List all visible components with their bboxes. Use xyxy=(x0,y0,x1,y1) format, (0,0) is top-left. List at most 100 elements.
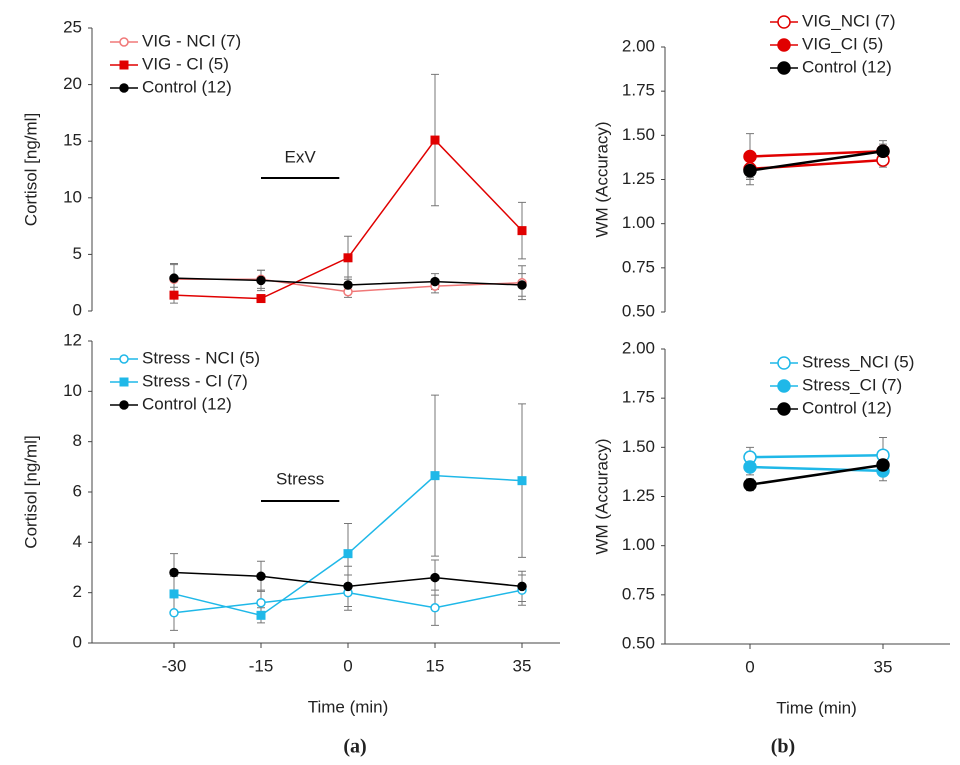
legend-marker xyxy=(119,377,129,387)
legend-marker xyxy=(777,61,791,75)
y-tick-label: 0.75 xyxy=(622,257,655,276)
legend-marker xyxy=(119,83,129,93)
y-tick-label: 2.00 xyxy=(622,338,655,357)
y-tick-label: 12 xyxy=(63,330,82,349)
marker xyxy=(256,610,266,620)
marker xyxy=(876,144,890,158)
y-axis-label: WM (Accuracy) xyxy=(592,121,611,237)
y-tick-label: 0 xyxy=(73,300,82,319)
y-tick-label: 1.25 xyxy=(622,169,655,188)
marker xyxy=(256,275,266,286)
annotation: Stress xyxy=(276,469,324,488)
marker xyxy=(169,273,179,283)
marker xyxy=(517,581,527,592)
y-tick-label: 1.75 xyxy=(622,81,655,100)
y-tick-label: 2 xyxy=(73,582,82,601)
y-axis-label: Cortisol [ng/ml] xyxy=(21,435,40,548)
legend-label: VIG - NCI (7) xyxy=(142,31,241,50)
y-tick-label: 10 xyxy=(63,187,82,206)
marker xyxy=(169,567,179,578)
marker xyxy=(430,471,440,481)
y-tick-label: 1.00 xyxy=(622,535,655,554)
y-axis-label: Cortisol [ng/ml] xyxy=(21,113,40,226)
legend-marker xyxy=(119,400,129,410)
y-tick-label: 1.75 xyxy=(622,388,655,407)
legend-marker xyxy=(777,38,791,52)
x-axis-label: Time (min) xyxy=(308,697,389,716)
y-tick-label: 5 xyxy=(73,244,82,263)
series-line xyxy=(749,149,884,172)
legend-marker xyxy=(777,356,791,370)
legend-label: Control (12) xyxy=(142,77,232,96)
marker xyxy=(256,597,266,608)
legend-label: Stress - NCI (5) xyxy=(142,348,260,367)
legend-label: VIG_CI (5) xyxy=(802,34,883,53)
y-axis-label: WM (Accuracy) xyxy=(592,438,611,554)
y-tick-label: 20 xyxy=(63,74,82,93)
panel-label: (a) xyxy=(343,736,366,758)
marker xyxy=(876,458,890,472)
y-tick-label: 4 xyxy=(73,532,82,551)
marker xyxy=(343,549,353,559)
legend-label: Stress_CI (7) xyxy=(802,375,902,394)
legend-marker xyxy=(777,402,791,416)
marker xyxy=(343,253,353,263)
marker xyxy=(430,135,440,145)
marker xyxy=(343,280,353,290)
marker xyxy=(169,290,179,300)
marker xyxy=(169,589,179,599)
legend-label: Control (12) xyxy=(142,394,232,413)
legend-label: VIG_NCI (7) xyxy=(802,11,896,30)
marker xyxy=(517,280,527,290)
marker xyxy=(743,460,757,474)
marker xyxy=(430,276,440,287)
x-tick-label: -30 xyxy=(162,656,187,675)
y-tick-label: 6 xyxy=(73,481,82,500)
marker xyxy=(743,163,757,178)
y-tick-label: 25 xyxy=(63,17,82,36)
marker xyxy=(430,572,440,583)
series-line xyxy=(749,465,884,473)
x-tick-label: 15 xyxy=(426,656,445,675)
marker xyxy=(256,571,266,582)
marker xyxy=(743,477,757,492)
legend-label: Stress_NCI (5) xyxy=(802,352,914,371)
y-tick-label: 0.50 xyxy=(622,301,655,320)
marker xyxy=(343,581,353,592)
y-tick-label: 15 xyxy=(63,131,82,150)
marker xyxy=(256,294,266,304)
annotation: ExV xyxy=(285,148,317,167)
x-tick-label: 0 xyxy=(745,657,754,676)
panel-label: (b) xyxy=(771,736,795,758)
series-line xyxy=(749,149,884,158)
legend-marker xyxy=(119,37,129,47)
x-tick-label: 35 xyxy=(513,656,532,675)
y-tick-label: 1.00 xyxy=(622,213,655,232)
x-tick-label: 35 xyxy=(874,657,893,676)
legend-label: Control (12) xyxy=(802,57,892,76)
marker xyxy=(169,608,179,618)
y-tick-label: 0.50 xyxy=(622,633,655,652)
x-tick-label: -15 xyxy=(249,656,274,675)
y-tick-label: 0.75 xyxy=(622,584,655,603)
marker xyxy=(517,476,527,486)
y-tick-label: 0 xyxy=(73,632,82,651)
legend-marker xyxy=(777,15,791,29)
legend-marker xyxy=(119,60,129,70)
x-tick-label: 0 xyxy=(343,656,352,675)
legend-label: Control (12) xyxy=(802,398,892,417)
legend-label: VIG - CI (5) xyxy=(142,54,229,73)
legend-marker xyxy=(119,354,129,364)
legend-label: Stress - CI (7) xyxy=(142,371,248,390)
y-tick-label: 8 xyxy=(73,431,82,450)
y-tick-label: 1.50 xyxy=(622,125,655,144)
y-tick-label: 2.00 xyxy=(622,36,655,55)
series-line xyxy=(749,453,884,459)
x-axis-label: Time (min) xyxy=(776,698,857,717)
marker xyxy=(430,603,440,613)
marker xyxy=(743,149,757,164)
series-line xyxy=(749,463,884,486)
y-tick-label: 1.25 xyxy=(622,486,655,505)
y-tick-label: 1.50 xyxy=(622,437,655,456)
